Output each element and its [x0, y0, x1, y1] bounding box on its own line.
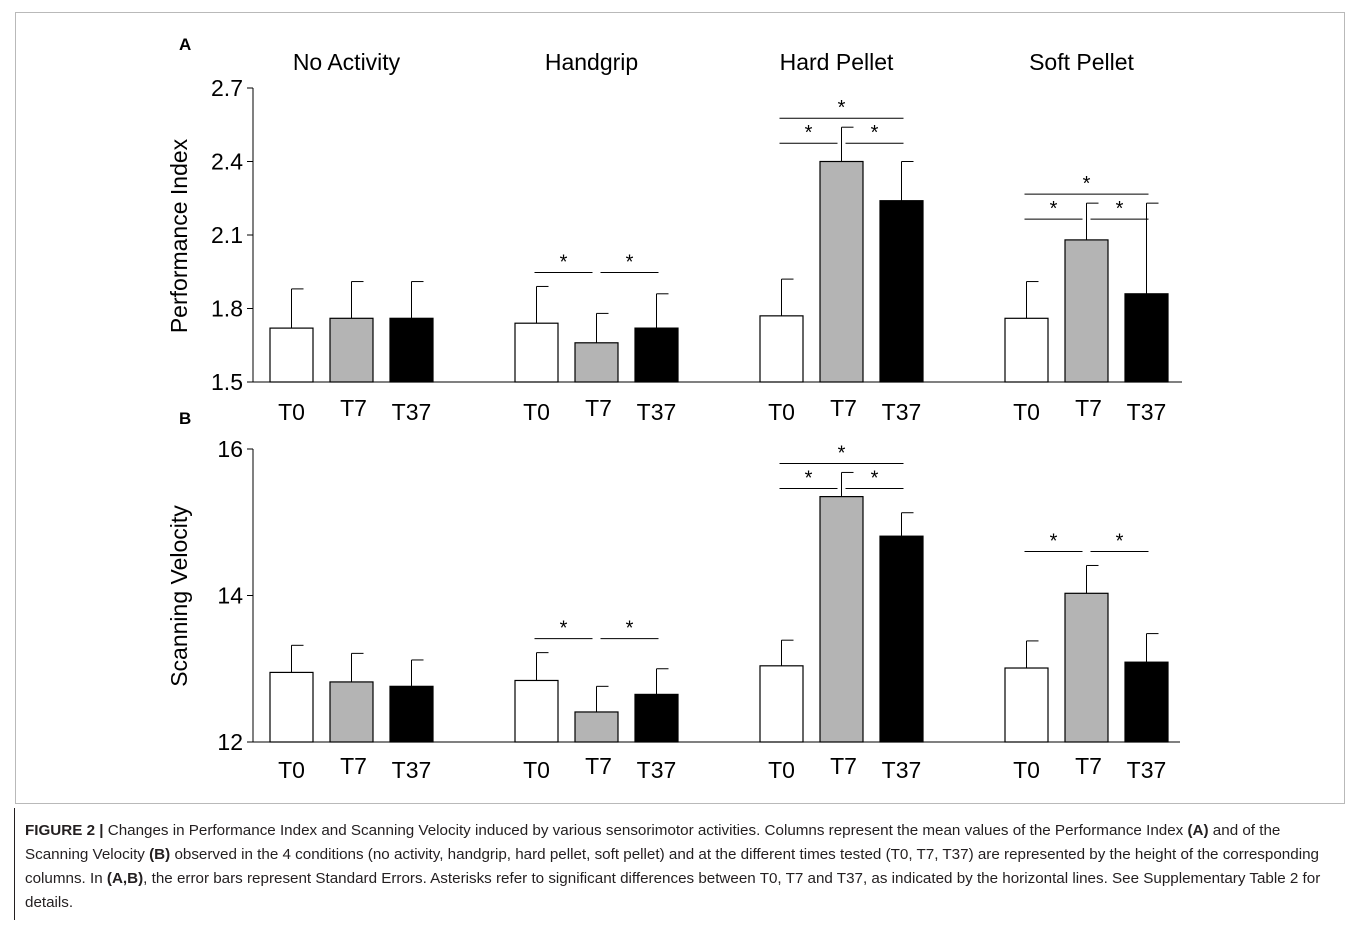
bar-t0 — [269, 671, 314, 743]
x-tick-label: T0 — [768, 757, 795, 783]
bar-t0 — [1004, 317, 1049, 383]
sig-asterisk: * — [1116, 530, 1124, 552]
group-title: Hard Pellet — [780, 49, 894, 75]
bar-t7 — [329, 317, 374, 383]
x-tick-label: T7 — [340, 395, 367, 421]
y-tick-label: 1.5 — [211, 369, 243, 395]
bar-t0 — [514, 322, 559, 383]
y-tick-label: 14 — [217, 583, 243, 609]
bar-t7 — [1064, 239, 1109, 383]
caption-text-4: , the error bars represent Standard Erro… — [25, 870, 1321, 911]
sig-asterisk: * — [805, 122, 813, 144]
sig-asterisk: * — [1050, 198, 1058, 220]
x-tick-label: T0 — [768, 399, 795, 425]
sig-asterisk: * — [871, 467, 879, 489]
x-tick-label: T37 — [882, 399, 922, 425]
bar-t37 — [389, 685, 434, 743]
bar-t0 — [759, 315, 804, 383]
bar-t7 — [819, 160, 864, 383]
x-tick-label: T37 — [882, 757, 922, 783]
bar-t0 — [1004, 667, 1049, 743]
sig-asterisk: * — [1083, 173, 1091, 195]
y-tick-label: 1.8 — [211, 296, 243, 322]
x-tick-label: T0 — [523, 399, 550, 425]
x-tick-label: T7 — [585, 753, 612, 779]
caption-ref-ab: (A,B) — [106, 870, 144, 887]
caption-ref-b: (B) — [149, 846, 171, 863]
figure-chart: A B Performance Index Scanning Velocity … — [166, 35, 1182, 783]
x-tick-label: T7 — [830, 753, 857, 779]
group-title: No Activity — [293, 49, 401, 75]
bar-t37 — [879, 535, 924, 743]
sig-asterisk: * — [871, 122, 879, 144]
caption-figure-label: FIGURE 2 | — [25, 822, 104, 839]
x-tick-label: T7 — [1075, 395, 1102, 421]
bar-t37 — [634, 693, 679, 743]
caption-ref-a: (A) — [1187, 822, 1209, 839]
sig-asterisk: * — [838, 97, 846, 119]
caption-text-2: and of the Scanning Velocity — [25, 822, 1281, 863]
group-title: Handgrip — [545, 49, 638, 75]
y-tick-label: 2.4 — [211, 149, 243, 175]
panel-a-label: A — [179, 35, 191, 54]
sig-asterisk: * — [626, 618, 634, 640]
caption-text-1: Changes in Performance Index and Scannin… — [103, 822, 1188, 839]
caption-text-3: observed in the 4 conditions (no activit… — [25, 846, 1319, 887]
figure-caption: FIGURE 2 | Changes in Performance Index … — [25, 819, 1330, 915]
bar-t37 — [1124, 661, 1169, 743]
sig-asterisk: * — [805, 467, 813, 489]
bar-t7 — [819, 496, 864, 743]
x-tick-label: T7 — [1075, 753, 1102, 779]
figure-frame — [15, 12, 1345, 804]
y-tick-label: 16 — [217, 436, 243, 462]
sig-asterisk: * — [1050, 530, 1058, 552]
x-tick-label: T37 — [1127, 399, 1167, 425]
bar-t7 — [574, 342, 619, 383]
bar-t37 — [634, 327, 679, 383]
bar-t0 — [514, 679, 559, 743]
sig-asterisk: * — [560, 618, 568, 640]
x-tick-label: T0 — [523, 757, 550, 783]
x-tick-label: T37 — [637, 399, 677, 425]
x-tick-label: T7 — [830, 395, 857, 421]
bar-t37 — [879, 200, 924, 383]
bar-t0 — [759, 665, 804, 743]
bar-t7 — [574, 711, 619, 743]
bar-t37 — [1124, 293, 1169, 383]
sig-asterisk: * — [560, 251, 568, 273]
panel-a-ylabel: Performance Index — [166, 138, 192, 333]
caption-rule — [14, 808, 15, 920]
x-tick-label: T37 — [392, 399, 432, 425]
sig-asterisk: * — [626, 251, 634, 273]
bar-t7 — [329, 681, 374, 743]
y-tick-label: 2.7 — [211, 75, 243, 101]
x-tick-label: T37 — [1127, 757, 1167, 783]
group-title: Soft Pellet — [1029, 49, 1134, 75]
x-tick-label: T7 — [585, 395, 612, 421]
x-tick-label: T0 — [1013, 757, 1040, 783]
x-tick-label: T0 — [278, 757, 305, 783]
x-tick-label: T7 — [340, 753, 367, 779]
bar-t7 — [1064, 592, 1109, 743]
panel-b-ylabel: Scanning Velocity — [166, 505, 192, 687]
y-tick-label: 12 — [217, 729, 243, 755]
bar-t37 — [389, 317, 434, 383]
x-tick-label: T37 — [392, 757, 432, 783]
panel-b-label: B — [179, 409, 191, 428]
y-tick-label: 2.1 — [211, 222, 243, 248]
x-tick-label: T37 — [637, 757, 677, 783]
bar-t0 — [269, 327, 314, 383]
sig-asterisk: * — [1116, 198, 1124, 220]
x-tick-label: T0 — [278, 399, 305, 425]
sig-asterisk: * — [838, 442, 846, 464]
x-tick-label: T0 — [1013, 399, 1040, 425]
